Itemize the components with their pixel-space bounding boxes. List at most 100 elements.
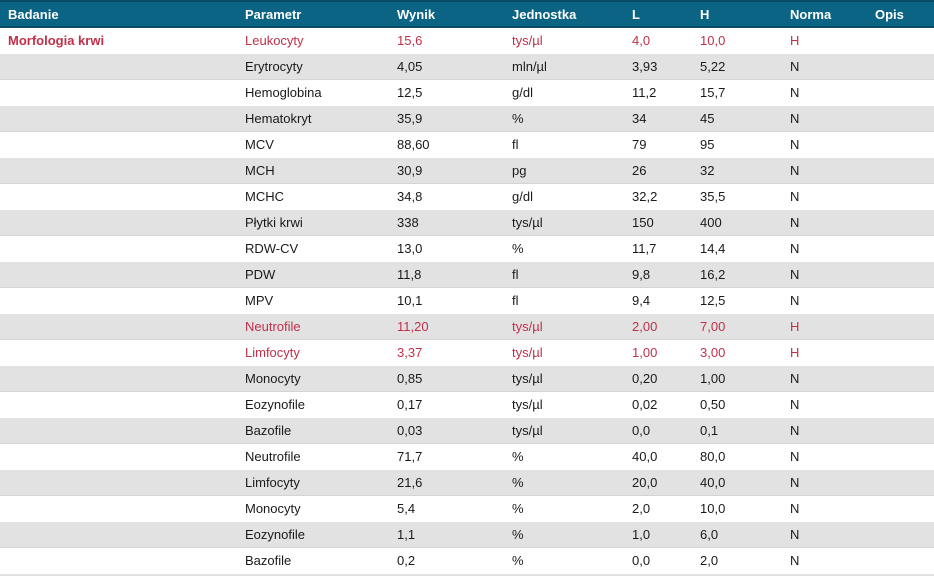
cell-badanie <box>0 417 237 444</box>
table-row[interactable]: Erytrocyty 4,05 mln/µl 3,93 5,22 N <box>0 53 934 80</box>
cell-h: 32 <box>692 157 782 184</box>
cell-wynik: 21,6 <box>389 469 504 496</box>
table-row[interactable]: Bazofile 0,03 tys/µl 0,0 0,1 N <box>0 417 934 444</box>
table-row[interactable]: MCH 30,9 pg 26 32 N <box>0 157 934 184</box>
cell-wynik: 10,1 <box>389 287 504 314</box>
cell-norma: N <box>782 131 867 158</box>
cell-l: 150 <box>624 209 692 236</box>
cell-badanie <box>0 313 237 340</box>
table-row[interactable]: MPV 10,1 fl 9,4 12,5 N <box>0 287 934 314</box>
cell-h: 3,00 <box>692 339 782 366</box>
cell-parametr: Neutrofile <box>237 313 389 340</box>
cell-l: 20,0 <box>624 469 692 496</box>
table-row[interactable]: RDW-CV 13,0% 11,7 14,4 N <box>0 235 934 262</box>
table-header: Badanie Parametr Wynik Jednostka L H Norma Opis <box>0 0 934 28</box>
cell-parametr: MCHC <box>237 183 389 210</box>
cell-jednostka: % <box>504 105 624 132</box>
cell-jednostka: tys/µl <box>504 365 624 392</box>
cell-l: 0,02 <box>624 391 692 418</box>
table-row[interactable]: Neutrofile 11,20 tys/µl 2,00 7,00 H <box>0 313 934 340</box>
cell-h: 15,7 <box>692 79 782 106</box>
cell-badanie <box>0 287 237 314</box>
cell-opis <box>867 521 934 548</box>
table-row[interactable]: Eozynofile 0,17 tys/µl 0,02 0,50 N <box>0 391 934 418</box>
cell-badanie: Morfologia krwi <box>0 27 237 54</box>
cell-opis <box>867 391 934 418</box>
cell-h: 10,0 <box>692 27 782 54</box>
cell-badanie <box>0 53 237 80</box>
cell-wynik: 1,1 <box>389 521 504 548</box>
cell-h: 1,00 <box>692 365 782 392</box>
cell-h: 0,1 <box>692 417 782 444</box>
table-row[interactable]: Neutrofile 71,7% 40,0 80,0 N <box>0 443 934 470</box>
cell-norma: N <box>782 235 867 262</box>
cell-l: 1,0 <box>624 521 692 548</box>
cell-norma: H <box>782 339 867 366</box>
cell-l: 11,2 <box>624 79 692 106</box>
table-row[interactable]: MCV 88,60 fl 79 95 N <box>0 131 934 158</box>
cell-norma: N <box>782 105 867 132</box>
cell-norma: N <box>782 391 867 418</box>
table-row[interactable]: Morfologia krwi Leukocyty 15,6 tys/µl 4,0 10,… <box>0 27 934 54</box>
table-row[interactable]: PDW 11,8 fl 9,8 16,2 N <box>0 261 934 288</box>
table-row[interactable]: Płytki krwi 338 tys/µl 150 400 N <box>0 209 934 236</box>
cell-h: 10,0 <box>692 495 782 522</box>
cell-opis <box>867 53 934 80</box>
cell-parametr: MPV <box>237 287 389 314</box>
cell-l: 0,0 <box>624 547 692 574</box>
cell-opis <box>867 235 934 262</box>
cell-badanie <box>0 495 237 522</box>
cell-opis <box>867 131 934 158</box>
cell-jednostka: % <box>504 495 624 522</box>
table-row[interactable]: MCHC 34,8 g/dl 32,2 35,5 N <box>0 183 934 210</box>
table-row[interactable]: Eozynofile 1,1% 1,0 6,0 N <box>0 521 934 548</box>
cell-badanie <box>0 391 237 418</box>
cell-badanie <box>0 547 237 574</box>
table-row[interactable]: Bazofile 0,2% 0,0 2,0 N <box>0 547 934 574</box>
cell-opis <box>867 495 934 522</box>
table-row[interactable]: Hemoglobina 12,5 g/dl 11,2 15,7 N <box>0 79 934 106</box>
cell-opis <box>867 339 934 366</box>
cell-jednostka: fl <box>504 131 624 158</box>
cell-wynik: 35,9 <box>389 105 504 132</box>
cell-l: 32,2 <box>624 183 692 210</box>
table-body: Morfologia krwi Leukocyty 15,6 tys/µl 4,0 10,… <box>0 27 934 574</box>
cell-h: 95 <box>692 131 782 158</box>
cell-wynik: 3,37 <box>389 339 504 366</box>
cell-h: 14,4 <box>692 235 782 262</box>
cell-l: 11,7 <box>624 235 692 262</box>
cell-jednostka: % <box>504 443 624 470</box>
cell-norma: N <box>782 443 867 470</box>
cell-jednostka: % <box>504 469 624 496</box>
cell-opis <box>867 365 934 392</box>
table-row[interactable]: Monocyty 5,4% 2,0 10,0 N <box>0 495 934 522</box>
column-header-opis: Opis <box>867 0 934 28</box>
cell-opis <box>867 79 934 106</box>
cell-jednostka: % <box>504 235 624 262</box>
cell-parametr: Erytrocyty <box>237 53 389 80</box>
cell-parametr: Limfocyty <box>237 339 389 366</box>
cell-badanie <box>0 443 237 470</box>
cell-badanie <box>0 339 237 366</box>
cell-jednostka: g/dl <box>504 79 624 106</box>
cell-wynik: 0,17 <box>389 391 504 418</box>
table-row[interactable]: Hematokryt 35,9% 34 45 N <box>0 105 934 132</box>
cell-parametr: Neutrofile <box>237 443 389 470</box>
cell-jednostka: % <box>504 521 624 548</box>
cell-l: 2,00 <box>624 313 692 340</box>
column-header-wynik: Wynik <box>389 0 504 28</box>
cell-jednostka: tys/µl <box>504 339 624 366</box>
cell-jednostka: pg <box>504 157 624 184</box>
cell-parametr: Hematokryt <box>237 105 389 132</box>
cell-wynik: 0,2 <box>389 547 504 574</box>
table-row[interactable]: Monocyty 0,85 tys/µl 0,20 1,00 N <box>0 365 934 392</box>
table-row[interactable]: Limfocyty 21,6% 20,0 40,0 N <box>0 469 934 496</box>
cell-opis <box>867 183 934 210</box>
cell-wynik: 30,9 <box>389 157 504 184</box>
cell-wynik: 15,6 <box>389 27 504 54</box>
cell-opis <box>867 105 934 132</box>
table-row[interactable]: Limfocyty 3,37 tys/µl 1,00 3,00 H <box>0 339 934 366</box>
cell-jednostka: g/dl <box>504 183 624 210</box>
cell-jednostka: tys/µl <box>504 27 624 54</box>
cell-badanie <box>0 365 237 392</box>
